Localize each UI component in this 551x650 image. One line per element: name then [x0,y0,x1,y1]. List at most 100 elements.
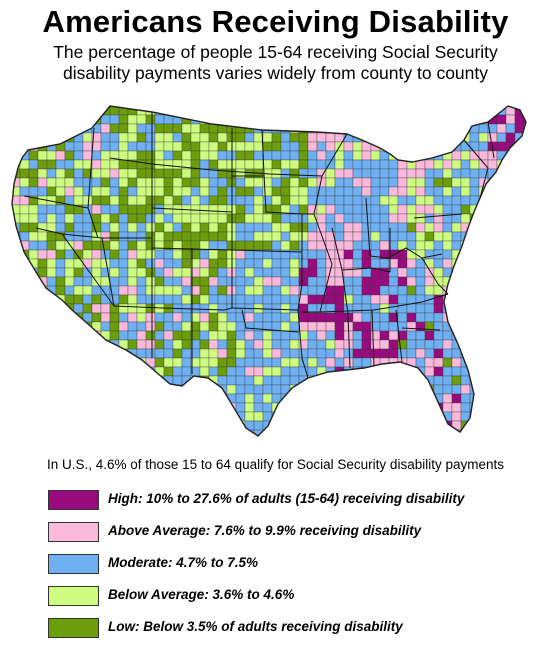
county-cell [370,114,381,125]
county-cell [91,204,102,215]
county-cell [370,366,381,377]
county-cell [280,267,291,278]
county-cell [478,249,489,260]
county-cell [235,132,246,143]
county-cell [244,366,255,377]
county-cell [91,106,102,107]
county-cell [244,213,255,224]
county-cell [37,339,48,350]
county-cell [262,312,273,323]
county-cell [145,375,156,386]
county-cell [19,384,30,395]
county-cell [12,348,21,359]
county-cell [154,204,165,215]
county-cell [208,321,219,332]
county-cell [406,294,417,305]
county-cell [55,393,66,404]
county-cell [163,321,174,332]
county-cell [136,366,147,377]
county-cell [325,393,336,404]
county-cell [334,411,345,422]
county-cell [83,88,92,97]
county-cell [298,276,309,287]
county-cell [118,303,129,314]
county-cell [19,348,30,359]
county-cell [388,429,399,436]
county-cell [478,204,489,215]
county-cell [226,375,237,386]
county-cell [172,186,183,197]
county-cell [289,267,300,278]
county-cell [263,439,272,448]
county-cell [136,249,147,260]
county-cell [100,303,111,314]
county-cell [109,429,120,436]
county-cell [118,294,129,305]
county-cell [172,177,183,188]
county-cell [496,204,507,215]
state-border [113,305,225,311]
county-cell [514,249,525,260]
county-cell [433,204,444,215]
county-cell [64,114,75,125]
county-cell [46,123,57,134]
county-cell [397,123,408,134]
county-cell [182,448,191,450]
county-cell [2,205,11,214]
county-cell [28,159,39,170]
county-cell [199,348,210,359]
county-cell [533,385,542,394]
county-cell [335,88,344,97]
county-cell [424,231,435,242]
county-cell [172,429,183,436]
county-cell [253,402,264,413]
county-cell [505,106,516,107]
county-cell [154,429,165,436]
county-cell [12,312,21,323]
county-cell [64,141,75,152]
us-county-map-svg [2,88,549,450]
county-cell [334,285,345,296]
county-cell [542,232,549,241]
county-cell [55,114,66,125]
county-cell [109,177,120,188]
county-cell [533,151,542,160]
county-cell [325,106,336,107]
county-cell [37,366,48,377]
county-cell [433,132,444,143]
county-cell [514,204,525,215]
county-cell [469,168,480,179]
county-cell [343,240,354,251]
county-cell [190,186,201,197]
county-cell [353,439,362,448]
county-cell [65,439,74,448]
county-cell [46,375,57,386]
county-cell [208,159,219,170]
county-cell [442,204,453,215]
county-cell [505,141,516,152]
county-cell [298,249,309,260]
county-cell [12,339,21,350]
county-cell [163,330,174,341]
county-cell [37,150,48,161]
county-cell [343,195,354,206]
county-cell [505,249,516,260]
county-cell [199,339,210,350]
county-cell [199,106,210,116]
county-cell [145,402,156,413]
county-cell [109,384,120,395]
county-cell [424,402,435,413]
county-cell [208,114,219,125]
county-cell [271,150,282,161]
county-cell [28,330,39,341]
county-cell [379,393,390,404]
county-cell [487,204,498,215]
county-cell [100,348,111,359]
county-cell [154,114,165,125]
county-cell [398,448,407,450]
county-cell [289,204,300,215]
county-cell [19,204,30,215]
county-cell [370,258,381,269]
county-cell [145,186,156,197]
county-cell [181,249,192,260]
